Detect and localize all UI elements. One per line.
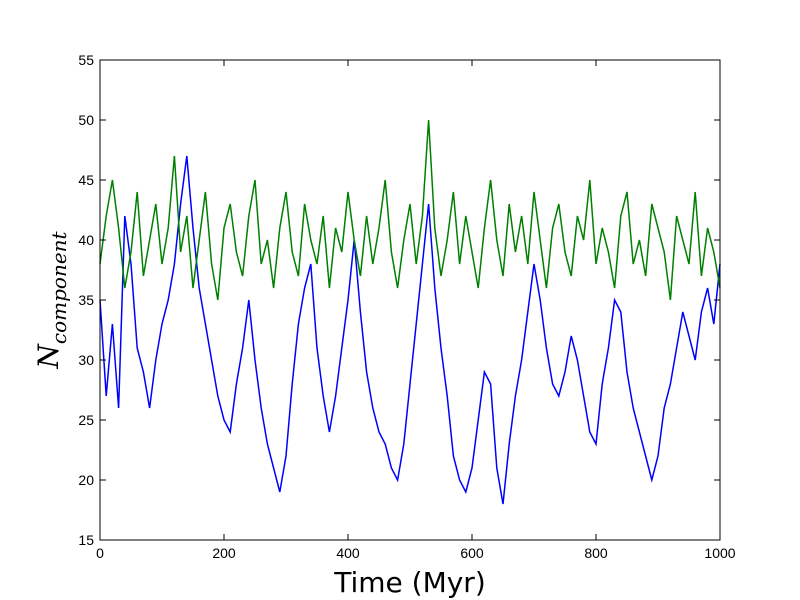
series-layer bbox=[99, 119, 721, 505]
y-tick-label: 20 bbox=[78, 472, 94, 488]
y-tick-label: 45 bbox=[78, 172, 94, 188]
x-tick-label: 600 bbox=[460, 545, 484, 561]
y-axis-label-main: N bbox=[32, 343, 65, 370]
series-line-2 bbox=[99, 119, 721, 301]
y-tick-label: 30 bbox=[78, 352, 94, 368]
x-tick-label: 400 bbox=[336, 545, 360, 561]
y-tick-label: 15 bbox=[78, 532, 94, 548]
x-tick-label: 200 bbox=[212, 545, 236, 561]
y-tick-label: 55 bbox=[78, 52, 94, 68]
ticks-layer: 0 200 400 600 800 1000 15 20 25 30 35 40 45 50 55 bbox=[78, 52, 735, 561]
y-tick-label: 35 bbox=[78, 292, 94, 308]
y-tick-label: 25 bbox=[78, 412, 94, 428]
y-axis-label: Ncomponent bbox=[32, 230, 71, 369]
plot-area bbox=[100, 60, 720, 540]
x-tick-label: 1000 bbox=[704, 545, 735, 561]
series-line-1 bbox=[99, 155, 721, 505]
y-tick-label: 40 bbox=[78, 232, 94, 248]
y-axis-label-subscript: component bbox=[47, 230, 71, 344]
x-tick-label: 800 bbox=[584, 545, 608, 561]
y-tick-label: 50 bbox=[78, 112, 94, 128]
x-axis-label: Time (Myr) bbox=[333, 566, 486, 599]
x-tick-label: 0 bbox=[96, 545, 104, 561]
